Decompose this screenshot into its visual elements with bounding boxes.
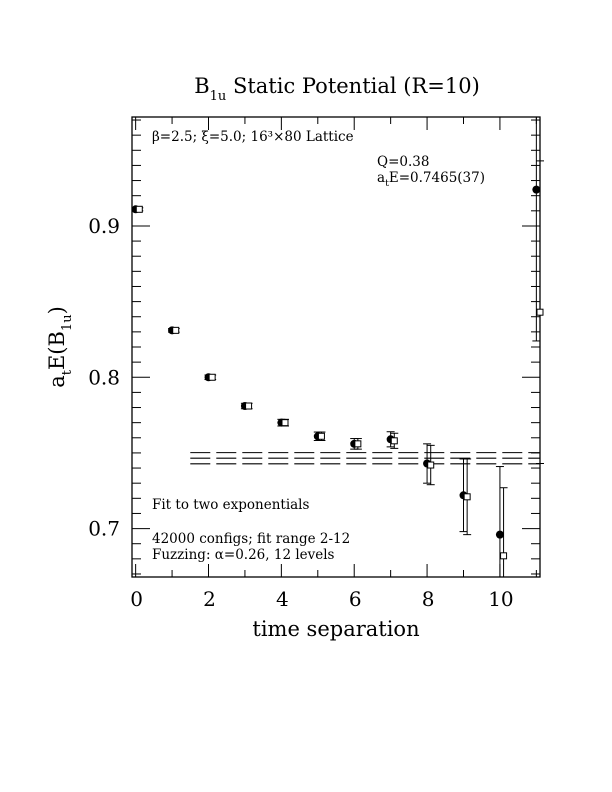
x-tick-label: 2 — [203, 587, 216, 611]
data-point-square — [281, 419, 289, 427]
chart-title: B1u Static Potential (R=10) — [194, 74, 480, 104]
data-point-circle — [495, 530, 504, 539]
data-point-square — [245, 402, 253, 410]
x-tick-label: 10 — [488, 587, 513, 611]
fit-band — [190, 452, 540, 465]
data-point-square — [317, 432, 325, 440]
x-tick-label: 0 — [130, 587, 143, 611]
x-axis-label: time separation — [252, 617, 419, 641]
data-point-square — [208, 373, 216, 381]
fit-description: Fit to two exponentials — [152, 497, 310, 513]
data-points — [131, 117, 544, 577]
fit-energy: atE=0.7465(37) — [377, 170, 485, 189]
y-tick-label: 0.7 — [88, 517, 120, 541]
fuzzing-info: Fuzzing: α=0.26, 12 levels — [152, 547, 335, 563]
x-tick-label: 4 — [276, 587, 289, 611]
lattice-info: β=2.5; ξ=5.0; 16³×80 Lattice — [152, 129, 354, 145]
y-axis-label: atE(B1u) — [45, 306, 75, 388]
data-point-square — [390, 437, 398, 445]
data-point-square — [427, 461, 435, 469]
data-point-square — [135, 205, 143, 213]
fit-quality: Q=0.38 — [377, 154, 429, 170]
configs-info: 42000 configs; fit range 2-12 — [152, 531, 350, 547]
data-point-square — [172, 326, 180, 334]
axis-ticks — [132, 117, 540, 577]
y-tick-label: 0.8 — [88, 365, 120, 389]
tick-labels: 0 2 4 6 8 10 0.7 0.8 0.9 — [88, 214, 513, 611]
data-point-circle — [532, 185, 541, 194]
x-tick-label: 6 — [349, 587, 362, 611]
data-point-square — [536, 308, 544, 316]
data-point-square — [463, 493, 471, 501]
data-point-square — [500, 552, 508, 560]
data-point-square — [354, 440, 362, 448]
y-tick-label: 0.9 — [88, 214, 120, 238]
x-tick-label: 8 — [422, 587, 435, 611]
